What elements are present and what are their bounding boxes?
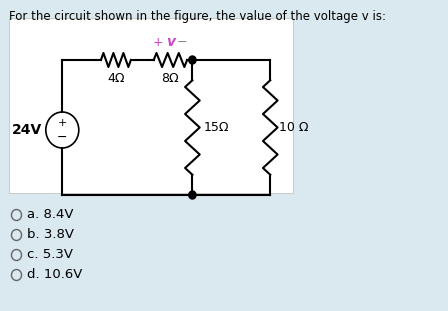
Text: +: +	[152, 35, 163, 49]
Text: −: −	[177, 35, 188, 49]
Text: d. 10.6V: d. 10.6V	[27, 268, 83, 281]
Text: 10 Ω: 10 Ω	[280, 121, 309, 134]
Text: +: +	[58, 118, 67, 128]
Text: v: v	[166, 35, 175, 49]
FancyBboxPatch shape	[9, 18, 293, 193]
Text: c. 5.3V: c. 5.3V	[27, 248, 73, 262]
Text: 24V: 24V	[12, 123, 42, 137]
Text: 4Ω: 4Ω	[107, 72, 125, 85]
Circle shape	[189, 56, 196, 64]
Text: b. 3.8V: b. 3.8V	[27, 229, 74, 242]
Text: a. 8.4V: a. 8.4V	[27, 208, 74, 221]
Text: For the circuit shown in the figure, the value of the voltage v is:: For the circuit shown in the figure, the…	[9, 10, 386, 23]
Circle shape	[189, 191, 196, 199]
Text: 8Ω: 8Ω	[162, 72, 179, 85]
Text: 15Ω: 15Ω	[203, 121, 229, 134]
Text: −: −	[57, 131, 68, 143]
